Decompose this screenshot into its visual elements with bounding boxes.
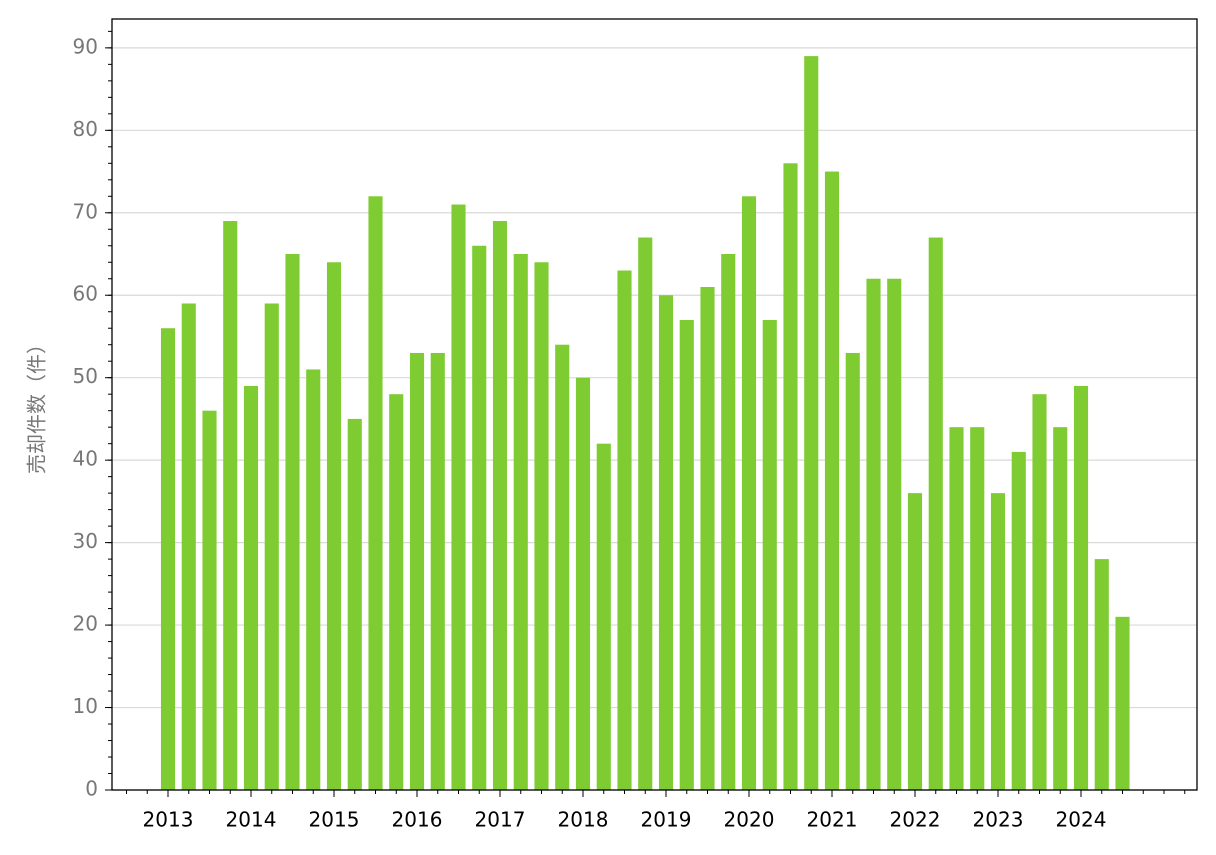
bar bbox=[824, 171, 840, 791]
x-tick-label: 2017 bbox=[475, 808, 526, 832]
bar bbox=[1011, 451, 1026, 790]
bar bbox=[347, 418, 362, 790]
bar bbox=[679, 319, 694, 790]
bar bbox=[575, 377, 591, 790]
x-tick-label: 2022 bbox=[890, 808, 941, 832]
bar bbox=[243, 385, 259, 790]
y-tick-label: 90 bbox=[73, 34, 98, 58]
x-tick-label: 2016 bbox=[392, 808, 443, 832]
x-tick-label: 2013 bbox=[143, 808, 194, 832]
bar bbox=[804, 56, 819, 791]
y-axis-label: 売却件数（件） bbox=[25, 334, 49, 474]
bar bbox=[555, 344, 570, 790]
bar bbox=[721, 254, 736, 791]
bar bbox=[492, 221, 508, 790]
y-tick-label: 40 bbox=[73, 447, 98, 471]
y-tick-label: 50 bbox=[73, 364, 98, 388]
x-tick-label: 2019 bbox=[641, 808, 692, 832]
bar bbox=[202, 410, 217, 790]
bar bbox=[430, 352, 445, 790]
y-tick-label: 70 bbox=[73, 199, 98, 223]
bar bbox=[1094, 559, 1109, 790]
x-tick-label: 2023 bbox=[973, 808, 1024, 832]
bar bbox=[1032, 394, 1047, 790]
bar bbox=[949, 427, 964, 790]
bar bbox=[866, 278, 881, 790]
bar bbox=[472, 245, 487, 790]
bar bbox=[762, 319, 777, 790]
y-tick-label: 60 bbox=[73, 282, 98, 306]
y-tick-label: 80 bbox=[73, 117, 98, 141]
bar bbox=[887, 278, 902, 790]
y-tick-label: 10 bbox=[73, 694, 98, 718]
x-tick-label: 2020 bbox=[724, 808, 775, 832]
bar bbox=[658, 295, 674, 790]
y-tick-label: 0 bbox=[85, 777, 98, 801]
bar bbox=[741, 196, 757, 791]
bar bbox=[513, 254, 528, 791]
bar bbox=[907, 493, 923, 790]
bar bbox=[970, 427, 985, 790]
bar bbox=[990, 493, 1006, 790]
bar bbox=[223, 221, 238, 790]
bar bbox=[326, 262, 342, 790]
bar bbox=[306, 369, 321, 790]
bar bbox=[1115, 616, 1130, 790]
bar bbox=[285, 254, 300, 791]
bar bbox=[928, 237, 943, 790]
bar bbox=[409, 352, 425, 790]
plot-frame bbox=[111, 18, 1198, 791]
x-tick-label: 2014 bbox=[226, 808, 277, 832]
bar bbox=[596, 443, 611, 790]
bar bbox=[700, 286, 715, 790]
bar bbox=[368, 196, 383, 791]
bar bbox=[1053, 427, 1068, 790]
x-tick-label: 2015 bbox=[309, 808, 360, 832]
bar bbox=[534, 262, 549, 790]
bar bbox=[160, 328, 176, 790]
bar bbox=[617, 270, 632, 790]
bar bbox=[451, 204, 466, 790]
bar bbox=[389, 394, 404, 790]
bar bbox=[1073, 385, 1089, 790]
bar bbox=[181, 303, 196, 790]
x-tick-label: 2024 bbox=[1056, 808, 1107, 832]
bar bbox=[783, 163, 798, 790]
x-tick-label: 2018 bbox=[558, 808, 609, 832]
bar bbox=[845, 352, 860, 790]
bar bbox=[638, 237, 653, 790]
y-tick-label: 20 bbox=[73, 612, 98, 636]
bar bbox=[264, 303, 279, 790]
y-tick-label: 30 bbox=[73, 529, 98, 553]
x-tick-label: 2021 bbox=[807, 808, 858, 832]
